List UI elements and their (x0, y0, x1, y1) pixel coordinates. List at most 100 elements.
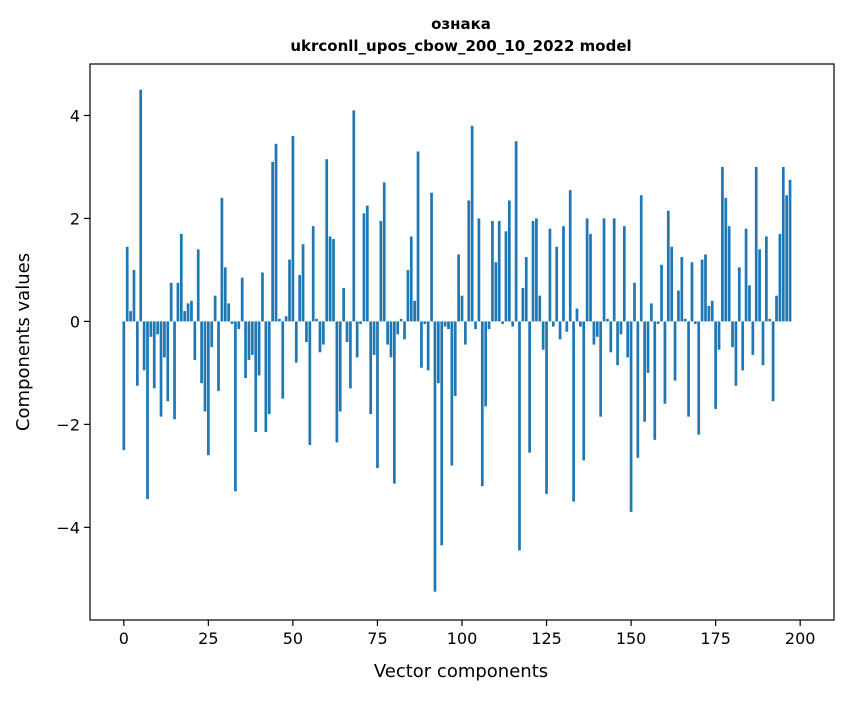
bar (507, 200, 511, 322)
bar (606, 318, 609, 322)
bar (240, 277, 244, 322)
x-tick-label: 100 (447, 629, 478, 648)
bar (349, 321, 352, 389)
bar (389, 321, 393, 358)
bar (203, 321, 207, 412)
bar (423, 321, 427, 324)
bar (122, 321, 126, 451)
bar (467, 200, 471, 322)
bar (288, 259, 291, 322)
bar (193, 321, 197, 361)
y-axis-label: Components values (13, 253, 34, 431)
bar (531, 221, 535, 322)
bar (633, 282, 636, 322)
bar (480, 321, 484, 487)
bar (650, 303, 653, 322)
bar (409, 236, 413, 322)
bar (626, 321, 630, 358)
bar (291, 136, 295, 322)
chart-title: ознака (431, 15, 491, 33)
bar (365, 205, 369, 322)
bar (213, 295, 217, 322)
bar (146, 321, 149, 500)
bar (447, 321, 450, 330)
bar (673, 321, 677, 381)
bar (433, 321, 437, 592)
bar (355, 321, 359, 358)
bar (173, 321, 176, 420)
bar (612, 218, 616, 322)
bar (653, 321, 657, 440)
bar (406, 269, 410, 322)
bar (788, 179, 792, 322)
bar (129, 311, 132, 322)
bar (257, 321, 261, 376)
bar (244, 321, 247, 379)
bar (386, 321, 389, 345)
bar (616, 321, 619, 366)
bar (592, 321, 596, 345)
x-axis-label: Vector components (374, 661, 548, 682)
bar (179, 233, 183, 322)
bar (149, 321, 153, 337)
bar (639, 195, 643, 322)
bar (744, 228, 748, 322)
bar (227, 303, 231, 322)
bar (491, 221, 494, 322)
bar (477, 218, 481, 322)
bar (555, 246, 559, 322)
bar (707, 305, 711, 322)
bar (731, 321, 734, 348)
bar (372, 321, 376, 355)
bar (693, 321, 697, 324)
bar (545, 321, 548, 494)
bar (758, 249, 761, 322)
y-tick-label: 4 (70, 106, 80, 125)
bar (308, 321, 312, 445)
y-tick-label: 2 (70, 209, 80, 228)
bar (501, 321, 504, 324)
bar (298, 275, 302, 322)
bar (393, 321, 396, 484)
bar (338, 321, 342, 412)
bar (562, 226, 565, 322)
bar (737, 267, 741, 322)
bar (183, 311, 187, 322)
bar (724, 197, 728, 322)
bar (139, 89, 143, 322)
bar (514, 141, 518, 322)
bar (382, 182, 386, 322)
bar (152, 321, 156, 389)
bar (741, 321, 745, 371)
bar (369, 321, 373, 415)
bar (278, 318, 281, 322)
bar (697, 321, 701, 435)
bar (352, 110, 356, 322)
bar (159, 321, 163, 417)
bar (660, 264, 663, 322)
bar (271, 161, 274, 322)
bar (683, 318, 687, 322)
bar (426, 321, 430, 371)
bar (230, 321, 234, 324)
bar (274, 143, 278, 322)
bar (589, 233, 592, 322)
bar (518, 321, 521, 551)
bar (142, 321, 146, 371)
bar (176, 282, 180, 322)
bar (765, 236, 768, 322)
bar (254, 321, 258, 433)
bar (217, 321, 220, 391)
x-tick-label: 0 (119, 629, 129, 648)
bar (511, 321, 515, 327)
bar (558, 321, 562, 340)
bar (220, 197, 224, 322)
bar (163, 321, 166, 358)
bar (196, 249, 200, 322)
bar (771, 321, 775, 402)
bar (223, 267, 227, 322)
bar (494, 262, 498, 322)
bar (643, 321, 646, 422)
bar (572, 321, 575, 502)
